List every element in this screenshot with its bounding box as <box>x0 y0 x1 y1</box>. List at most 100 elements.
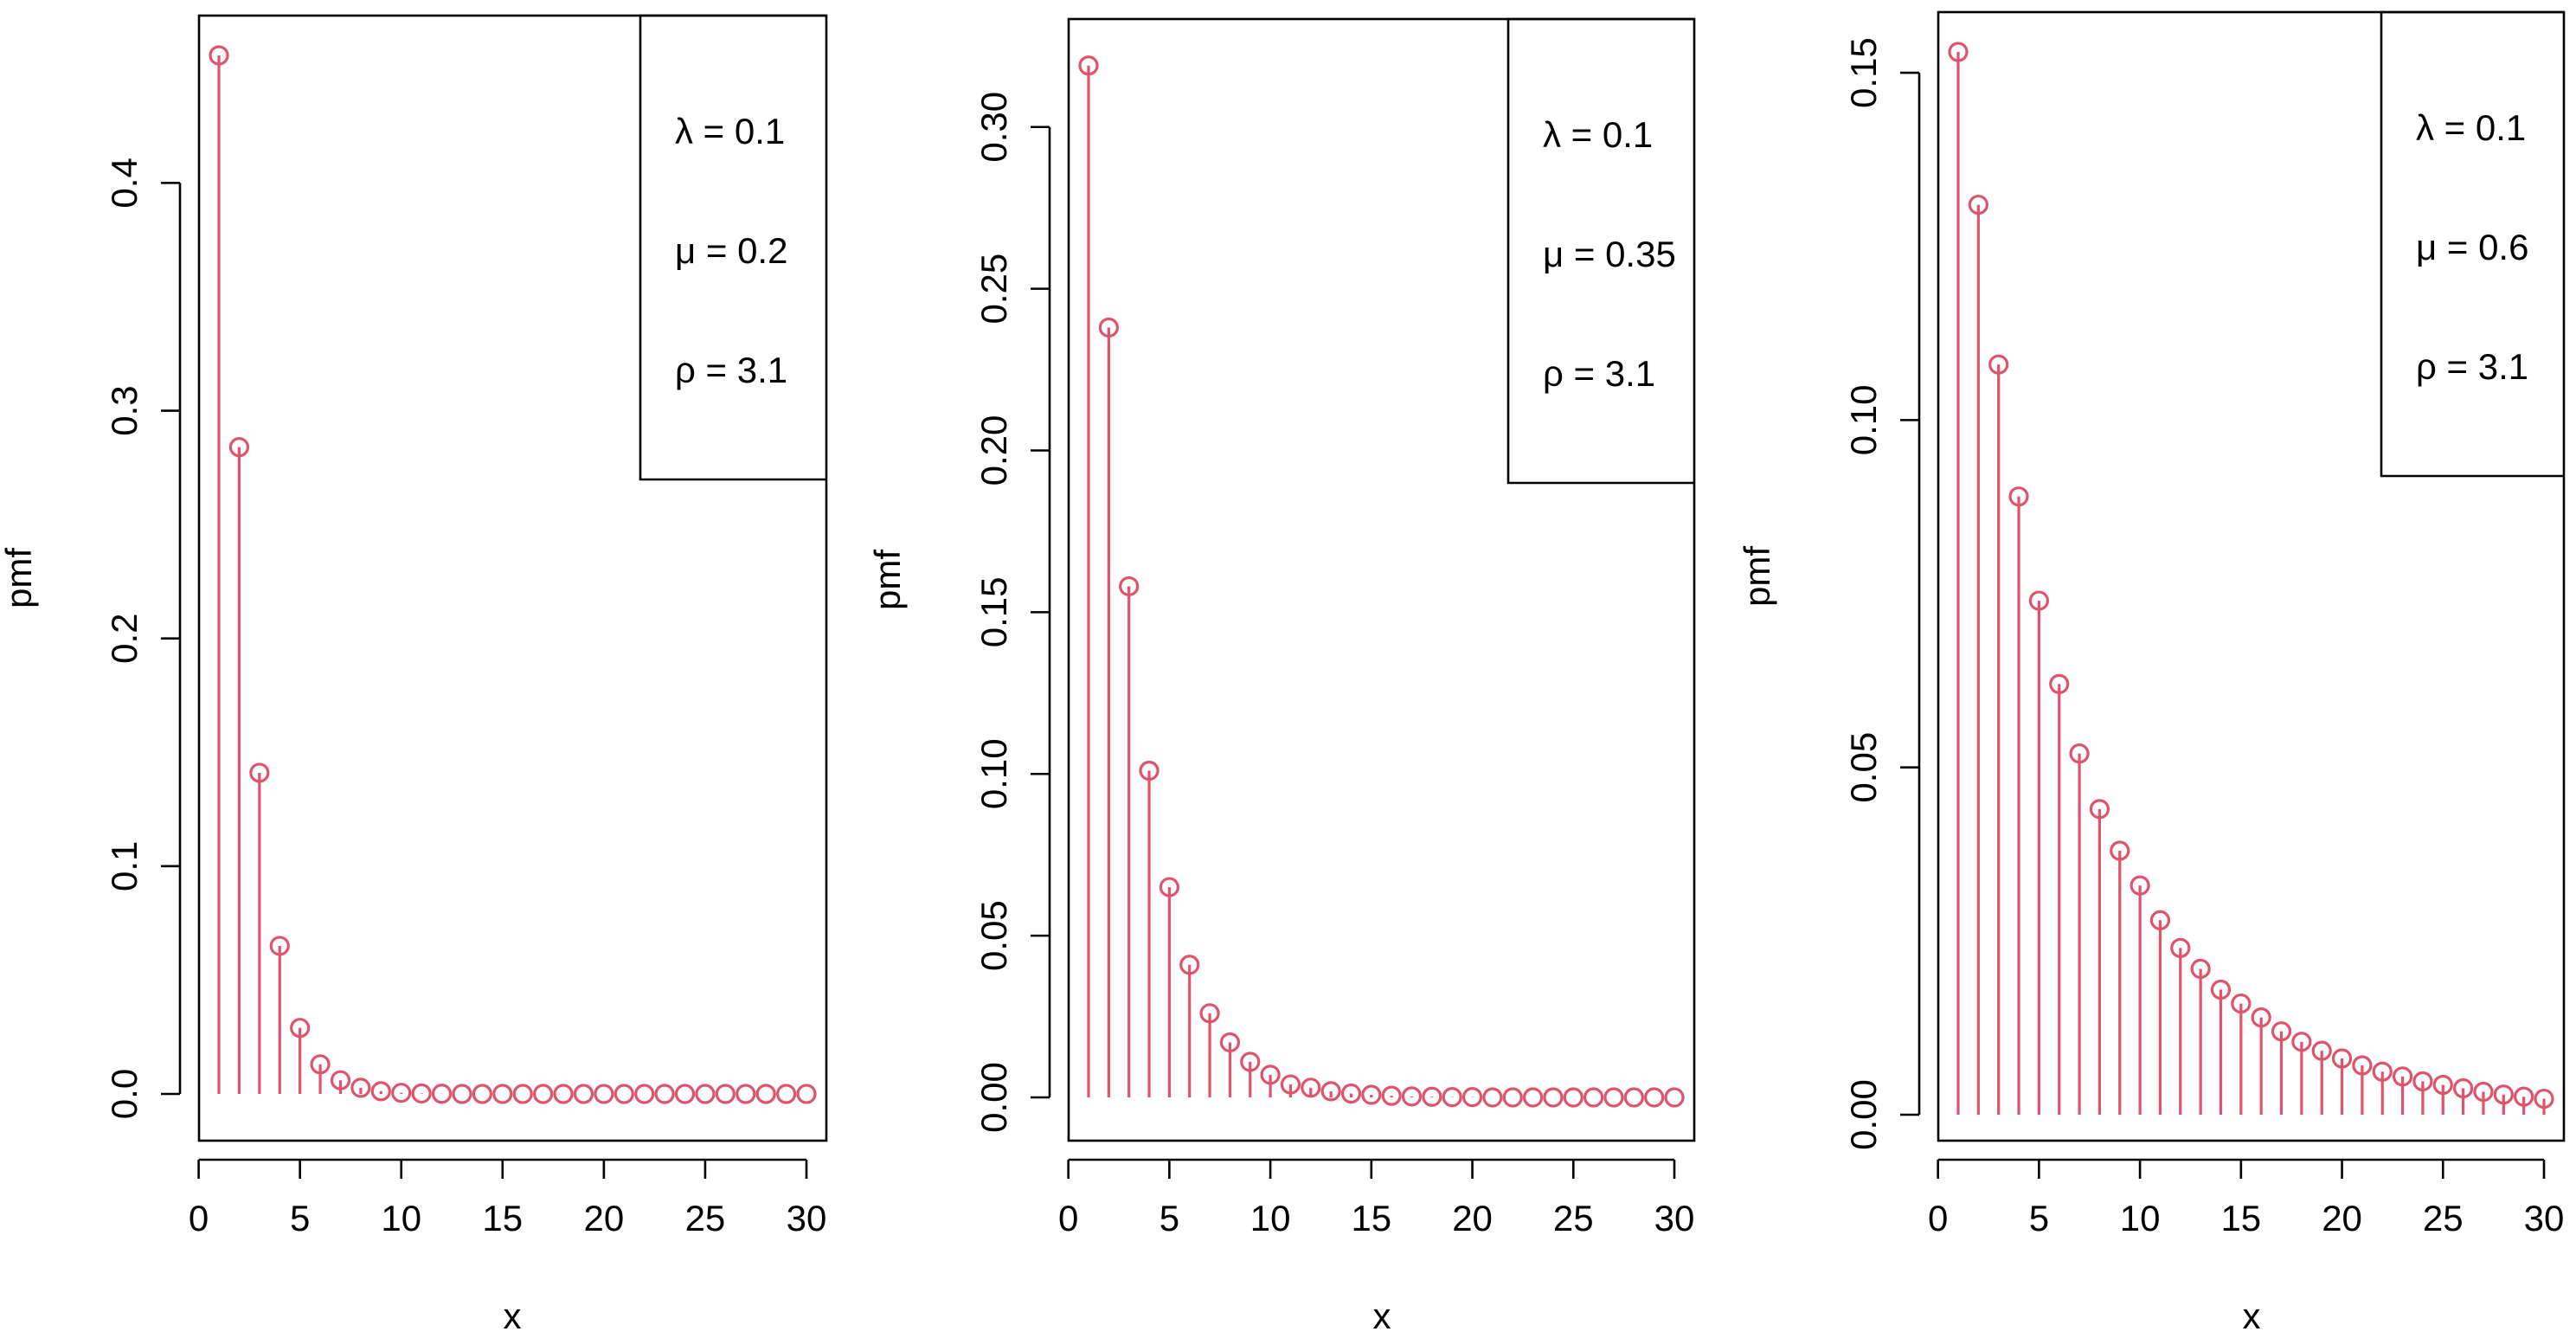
data-point <box>2089 799 2110 820</box>
data-point <box>613 1084 634 1104</box>
panel-3: 0 5 10 15 20 25 30 0.00 0.05 0.10 0.15 x pmf λ = 0.1 μ… <box>1737 10 2566 1336</box>
x-tick-label: 30 <box>1654 1198 1695 1238</box>
data-point <box>1543 1087 1564 1108</box>
plot-frame <box>1067 17 1696 1142</box>
data-point <box>2352 1055 2373 1076</box>
data-point <box>1179 955 1200 975</box>
plot-frame <box>197 14 828 1142</box>
x-tick-label: 10 <box>381 1198 421 1238</box>
data-point <box>431 1084 453 1104</box>
data-point <box>1159 877 1179 897</box>
plot-frame <box>1937 10 2566 1142</box>
panel-1: 0 5 10 15 20 25 30 0.0 0.1 0.2 0.3 0.4 x pmf λ = 0.1 μ … <box>0 14 828 1336</box>
x-tick-label: 5 <box>2029 1198 2049 1238</box>
panel-2: 0 5 10 15 20 25 30 0.00 0.05 0.10 0.15 0.20 0.25 0.30… <box>867 17 1696 1336</box>
data-point <box>796 1084 817 1104</box>
data-point <box>1664 1087 1685 1108</box>
legend-box <box>1506 17 1694 485</box>
data-point <box>1280 1074 1301 1095</box>
data-point <box>695 1084 716 1104</box>
data-point <box>512 1084 533 1104</box>
data-point <box>1219 1032 1241 1053</box>
y-tick-label: 0.00 <box>973 1062 1014 1133</box>
legend-entry: λ = 0.1 <box>2416 107 2526 148</box>
data-point <box>1340 1083 1362 1104</box>
data-point <box>2028 590 2049 611</box>
data-point <box>674 1084 696 1104</box>
data-point <box>2514 1086 2534 1107</box>
y-tick-label: 0.3 <box>104 385 145 435</box>
data-point <box>2049 673 2070 694</box>
data-point <box>2110 840 2130 861</box>
data-point <box>553 1084 574 1104</box>
data-point <box>472 1084 492 1104</box>
x-tick-label: 10 <box>2120 1198 2161 1238</box>
data-point <box>2493 1084 2514 1105</box>
legend-entry: λ = 0.1 <box>675 111 785 151</box>
data-point <box>1502 1087 1523 1108</box>
data-point <box>1482 1087 1503 1108</box>
x-tick-label: 0 <box>189 1198 209 1238</box>
legend-entry: ρ = 3.1 <box>1543 353 1655 394</box>
legend-entry: λ = 0.1 <box>1543 114 1653 155</box>
x-axis-title: x <box>2243 1296 2261 1336</box>
x-tick-label: 20 <box>584 1198 625 1238</box>
y-axis-title: pmf <box>1737 546 1777 607</box>
data-point <box>2271 1021 2292 1042</box>
data-point <box>1584 1087 1604 1108</box>
data-point <box>2372 1061 2393 1082</box>
y-tick-label: 0.00 <box>1843 1079 1884 1150</box>
x-tick-label: 25 <box>2423 1198 2464 1238</box>
x-axis-title: x <box>1373 1296 1391 1336</box>
y-tick-label: 0.2 <box>104 613 145 663</box>
data-point <box>2069 743 2090 764</box>
data-point <box>2008 486 2029 507</box>
y-tick-label: 0.20 <box>973 415 1014 486</box>
data-point <box>330 1070 351 1090</box>
legend-entry: μ = 0.6 <box>2416 227 2528 267</box>
x-tick-label: 10 <box>1250 1198 1291 1238</box>
data-point <box>654 1084 675 1104</box>
data-point <box>1461 1087 1483 1108</box>
data-point <box>249 762 270 783</box>
data-point <box>269 936 290 956</box>
data-point <box>452 1084 472 1104</box>
data-point <box>350 1077 371 1098</box>
data-point <box>2210 979 2232 1000</box>
data-point <box>1968 194 1988 215</box>
x-tick-label: 15 <box>1351 1198 1391 1238</box>
data-point <box>2412 1071 2433 1092</box>
data-point <box>2311 1040 2332 1061</box>
data-point <box>533 1084 554 1104</box>
data-point <box>1948 42 1969 62</box>
legend-box <box>639 14 826 481</box>
data-point <box>2170 937 2191 958</box>
data-point <box>2534 1088 2554 1110</box>
data-point <box>1603 1087 1624 1108</box>
y-tick-label: 0.05 <box>973 900 1014 971</box>
data-point <box>1301 1077 1321 1098</box>
data-point <box>391 1083 412 1103</box>
legend-entry: μ = 0.2 <box>675 230 787 271</box>
data-point <box>2130 875 2150 896</box>
data-point <box>1078 55 1099 76</box>
data-point <box>1381 1085 1402 1106</box>
x-tick-label: 25 <box>1553 1198 1594 1238</box>
data-point <box>2392 1066 2413 1087</box>
data-point <box>573 1084 594 1104</box>
y-axis-title: pmf <box>867 550 908 610</box>
x-tick-label: 15 <box>2220 1198 2261 1238</box>
legend-entry: ρ = 3.1 <box>675 350 787 390</box>
y-tick-label: 0.25 <box>973 254 1014 325</box>
legend-entry: ρ = 3.1 <box>2416 346 2528 387</box>
data-point <box>594 1084 614 1104</box>
data-point <box>2453 1077 2474 1099</box>
y-tick-label: 0.10 <box>973 738 1014 809</box>
x-tick-label: 25 <box>685 1198 726 1238</box>
data-point <box>2291 1032 2312 1052</box>
data-point <box>1401 1086 1423 1107</box>
data-point <box>736 1084 756 1104</box>
data-point <box>1422 1086 1442 1107</box>
data-point <box>492 1084 513 1104</box>
